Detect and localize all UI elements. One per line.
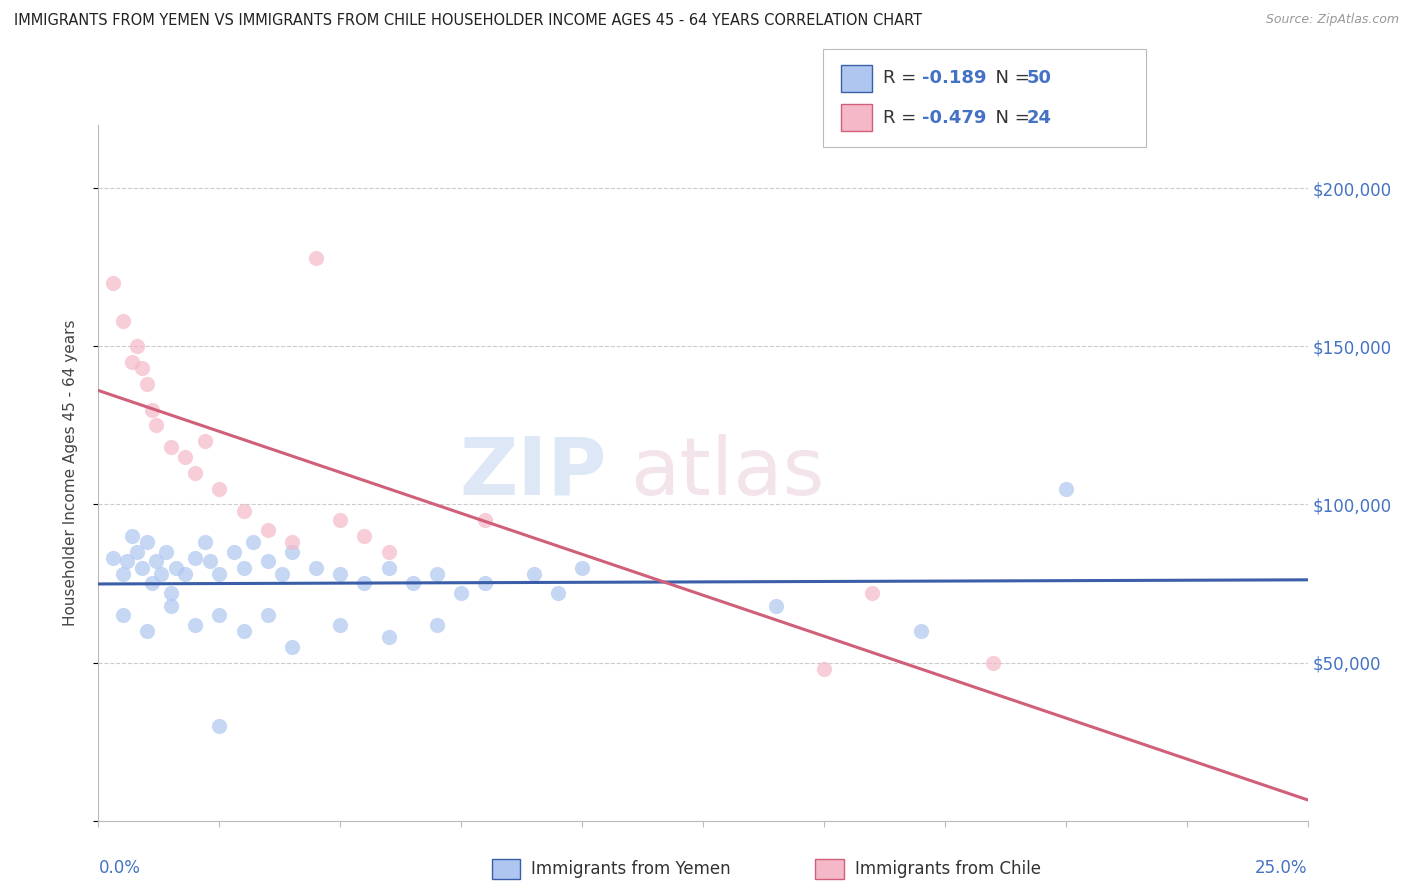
Point: [111, 608, 134, 623]
Point: [121, 355, 143, 369]
Point: [242, 535, 264, 549]
Point: [155, 545, 177, 559]
Point: [127, 339, 149, 353]
Point: [131, 560, 153, 574]
Point: [160, 441, 183, 455]
Text: -0.479: -0.479: [922, 109, 987, 127]
Point: [256, 523, 278, 537]
Text: 50: 50: [1026, 70, 1052, 87]
Point: [101, 551, 124, 566]
Point: [377, 560, 399, 574]
Point: [571, 560, 593, 574]
Point: [813, 662, 835, 676]
Point: [329, 617, 352, 632]
Point: [208, 608, 231, 623]
Text: Immigrants from Yemen: Immigrants from Yemen: [531, 860, 731, 878]
Point: [141, 576, 163, 591]
Point: [523, 566, 546, 581]
Point: [194, 535, 217, 549]
Y-axis label: Householder Income Ages 45 - 64 years: Householder Income Ages 45 - 64 years: [63, 319, 77, 626]
Text: 25.0%: 25.0%: [1256, 859, 1308, 877]
Point: [141, 402, 163, 417]
Point: [305, 560, 328, 574]
Point: [256, 554, 278, 568]
Point: [127, 545, 149, 559]
Point: [160, 599, 183, 613]
Point: [101, 276, 124, 290]
Point: [329, 566, 352, 581]
Point: [547, 586, 569, 600]
Point: [208, 566, 231, 581]
Point: [271, 566, 294, 581]
Point: [208, 482, 231, 496]
Point: [184, 466, 207, 480]
Point: [329, 513, 352, 527]
Point: [305, 251, 328, 265]
Text: -0.189: -0.189: [922, 70, 987, 87]
Point: [174, 566, 197, 581]
Point: [131, 361, 153, 376]
Text: R =: R =: [883, 109, 922, 127]
Text: R =: R =: [883, 70, 922, 87]
Point: [256, 608, 278, 623]
Point: [377, 630, 399, 644]
Point: [174, 450, 197, 464]
Point: [232, 560, 254, 574]
Point: [145, 554, 167, 568]
Text: ZIP: ZIP: [458, 434, 606, 512]
Text: Source: ZipAtlas.com: Source: ZipAtlas.com: [1265, 13, 1399, 27]
Point: [117, 554, 139, 568]
Text: N =: N =: [984, 109, 1036, 127]
Point: [474, 576, 496, 591]
Text: N =: N =: [984, 70, 1036, 87]
Point: [910, 624, 932, 638]
Point: [198, 554, 221, 568]
Point: [281, 545, 304, 559]
Point: [232, 624, 254, 638]
Point: [402, 576, 425, 591]
Point: [184, 617, 207, 632]
Point: [353, 576, 375, 591]
Point: [981, 656, 1004, 670]
Point: [281, 640, 304, 654]
Point: [135, 535, 157, 549]
Point: [165, 560, 187, 574]
Point: [208, 719, 231, 733]
Point: [135, 377, 157, 392]
Text: Immigrants from Chile: Immigrants from Chile: [855, 860, 1040, 878]
Point: [111, 314, 134, 328]
Point: [145, 418, 167, 433]
Point: [184, 551, 207, 566]
Point: [111, 566, 134, 581]
Point: [281, 535, 304, 549]
Point: [765, 599, 787, 613]
Point: [194, 434, 217, 449]
Point: [377, 545, 399, 559]
Text: IMMIGRANTS FROM YEMEN VS IMMIGRANTS FROM CHILE HOUSEHOLDER INCOME AGES 45 - 64 Y: IMMIGRANTS FROM YEMEN VS IMMIGRANTS FROM…: [14, 13, 922, 29]
Text: 0.0%: 0.0%: [98, 859, 141, 877]
Point: [121, 529, 143, 543]
Point: [353, 529, 375, 543]
Point: [450, 586, 472, 600]
Point: [135, 624, 157, 638]
Text: 24: 24: [1026, 109, 1052, 127]
Point: [150, 566, 173, 581]
Text: atlas: atlas: [630, 434, 825, 512]
Point: [860, 586, 883, 600]
Point: [1054, 482, 1077, 496]
Point: [426, 617, 449, 632]
Point: [222, 545, 245, 559]
Point: [232, 504, 254, 518]
Point: [474, 513, 496, 527]
Point: [426, 566, 449, 581]
Point: [160, 586, 183, 600]
